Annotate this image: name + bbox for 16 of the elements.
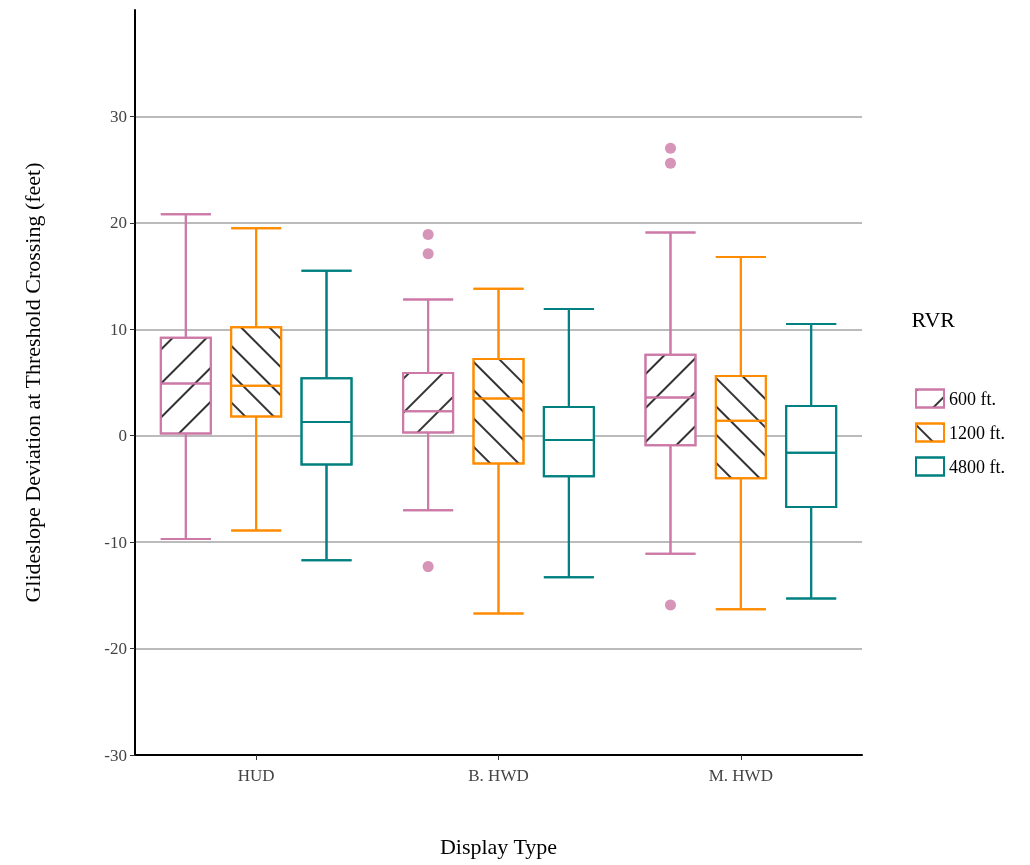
x-tick-label: HUD [237, 766, 275, 785]
y-tick-label: 10 [110, 319, 127, 339]
y-tick-label: -30 [104, 745, 127, 765]
y-tick-label: 0 [118, 426, 127, 446]
y-tick-label: 30 [110, 106, 127, 126]
x-tick-label: B. HWD [468, 766, 529, 785]
x-axis-title: Display Type [439, 833, 558, 859]
y-tick-label: 20 [110, 213, 127, 233]
legend-title: RVR [911, 306, 956, 332]
x-tick-label: M. HWD [708, 766, 773, 785]
y-tick-label: -20 [104, 639, 127, 659]
legend-label: 1200 ft. [949, 422, 1005, 443]
legend-label: 600 ft. [949, 388, 996, 409]
y-tick-label: -10 [104, 532, 127, 552]
legend-label: 4800 ft. [949, 456, 1005, 477]
y-axis-title: Glideslope Deviation at Threshold Crossing (feet) [19, 162, 45, 603]
